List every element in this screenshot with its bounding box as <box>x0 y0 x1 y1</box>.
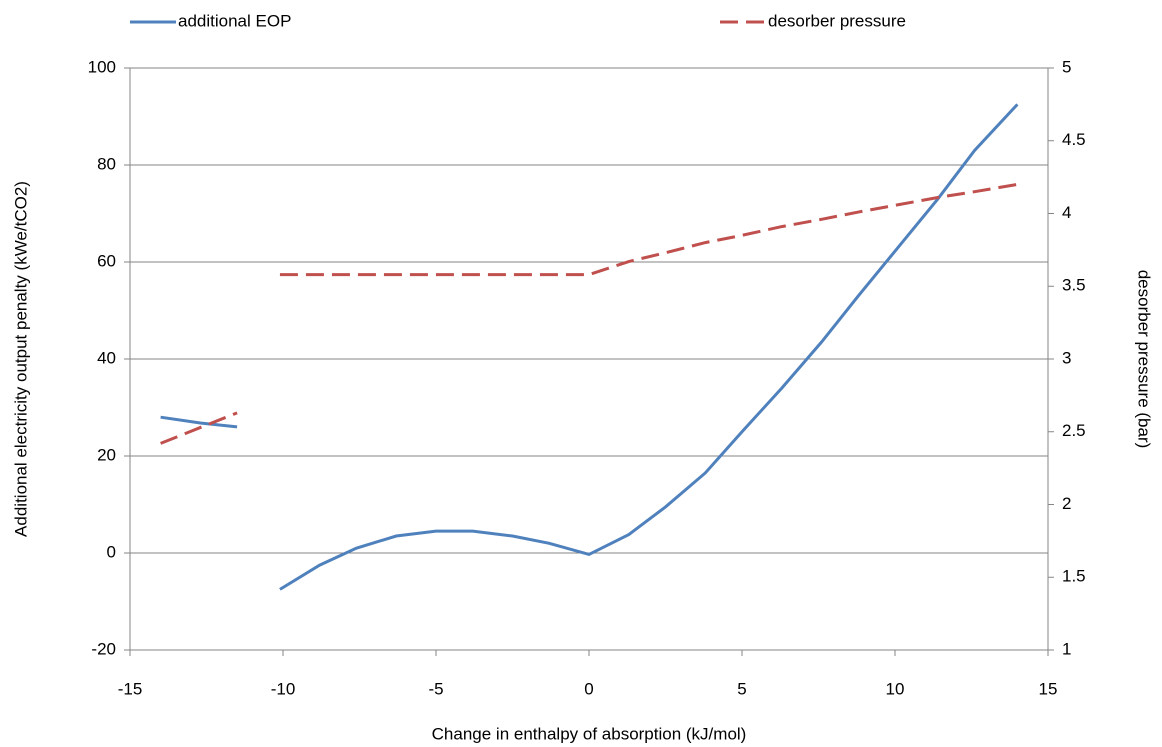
x-tick-label: 0 <box>584 679 593 698</box>
y-tick-label: 40 <box>97 348 116 367</box>
x-tick-label: 5 <box>737 679 746 698</box>
y2-tick-label: 1 <box>1062 639 1071 658</box>
y2-tick-label: 3 <box>1062 348 1071 367</box>
series-line <box>160 103 1019 591</box>
y-axis-title: Additional electricity output penalty (k… <box>11 181 30 537</box>
y-tick-label: 20 <box>97 445 116 464</box>
series-line <box>160 182 1018 445</box>
y2-tick-label: 2 <box>1062 494 1071 513</box>
y-tick-label: 60 <box>97 251 116 270</box>
y-tick-label: 80 <box>97 154 116 173</box>
y-tick-label: 0 <box>107 542 116 561</box>
y2-tick-label: 3.5 <box>1062 276 1086 295</box>
x-axis-title: Change in enthalpy of absorption (kJ/mol… <box>432 724 747 743</box>
y2-tick-label: 4 <box>1062 203 1071 222</box>
legend-label: additional EOP <box>178 11 291 30</box>
y-tick-label: -20 <box>91 639 116 658</box>
y2-tick-label: 2.5 <box>1062 421 1086 440</box>
x-tick-label: -5 <box>428 679 443 698</box>
y2-axis-title: desorber pressure (bar) <box>1135 270 1154 449</box>
y-tick-label: 100 <box>88 57 116 76</box>
x-tick-label: 10 <box>886 679 905 698</box>
legend-label: desorber pressure <box>768 11 906 30</box>
y2-tick-label: 5 <box>1062 57 1071 76</box>
x-tick-label: 15 <box>1039 679 1058 698</box>
x-tick-label: -10 <box>271 679 296 698</box>
y2-tick-label: 1.5 <box>1062 567 1086 586</box>
y2-tick-label: 4.5 <box>1062 130 1086 149</box>
x-tick-label: -15 <box>118 679 143 698</box>
